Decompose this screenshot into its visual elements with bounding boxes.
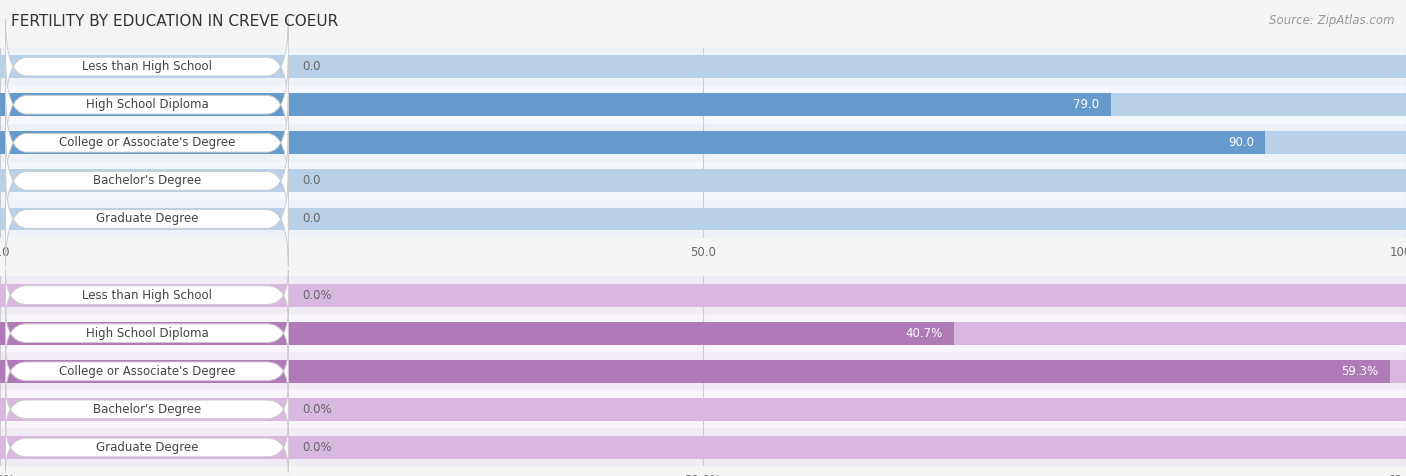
Bar xyxy=(0,284,1406,307)
Bar xyxy=(0,428,1406,466)
Text: Graduate Degree: Graduate Degree xyxy=(96,441,198,454)
Bar xyxy=(0,162,1406,200)
FancyBboxPatch shape xyxy=(6,385,288,434)
Bar xyxy=(0,169,1406,192)
Text: 0.0%: 0.0% xyxy=(302,441,332,454)
Bar xyxy=(0,360,1389,383)
Bar xyxy=(0,48,1406,86)
FancyBboxPatch shape xyxy=(6,423,288,472)
Text: College or Associate's Degree: College or Associate's Degree xyxy=(59,136,235,149)
Bar xyxy=(0,390,1406,428)
Bar xyxy=(0,322,953,345)
Text: 0.0: 0.0 xyxy=(302,212,321,226)
FancyBboxPatch shape xyxy=(6,57,288,152)
FancyBboxPatch shape xyxy=(6,19,288,114)
Bar xyxy=(0,55,1406,78)
Text: Bachelor's Degree: Bachelor's Degree xyxy=(93,174,201,188)
Text: 0.0%: 0.0% xyxy=(302,288,332,302)
Text: 59.3%: 59.3% xyxy=(1341,365,1378,378)
Bar xyxy=(0,93,1111,116)
FancyBboxPatch shape xyxy=(6,95,288,190)
Text: High School Diploma: High School Diploma xyxy=(86,98,208,111)
Bar xyxy=(0,352,1406,390)
FancyBboxPatch shape xyxy=(6,171,288,267)
Bar xyxy=(0,93,1406,116)
Text: FERTILITY BY EDUCATION IN CREVE COEUR: FERTILITY BY EDUCATION IN CREVE COEUR xyxy=(11,14,339,30)
Text: 0.0: 0.0 xyxy=(302,60,321,73)
FancyBboxPatch shape xyxy=(6,133,288,228)
Bar xyxy=(0,314,1406,352)
Text: College or Associate's Degree: College or Associate's Degree xyxy=(59,365,235,378)
Text: Bachelor's Degree: Bachelor's Degree xyxy=(93,403,201,416)
Text: 90.0: 90.0 xyxy=(1229,136,1254,149)
Bar xyxy=(0,276,1406,314)
Text: 79.0: 79.0 xyxy=(1073,98,1099,111)
Bar xyxy=(0,360,1406,383)
Bar xyxy=(0,322,1406,345)
Text: Less than High School: Less than High School xyxy=(82,288,212,302)
Text: Source: ZipAtlas.com: Source: ZipAtlas.com xyxy=(1270,14,1395,27)
Text: Graduate Degree: Graduate Degree xyxy=(96,212,198,226)
Text: 40.7%: 40.7% xyxy=(905,327,942,340)
FancyBboxPatch shape xyxy=(6,308,288,358)
FancyBboxPatch shape xyxy=(6,347,288,396)
Bar xyxy=(0,436,1406,459)
Text: 0.0: 0.0 xyxy=(302,174,321,188)
Text: Less than High School: Less than High School xyxy=(82,60,212,73)
Bar xyxy=(0,398,1406,421)
Bar xyxy=(0,131,1406,154)
Bar xyxy=(0,208,1406,230)
Text: 0.0%: 0.0% xyxy=(302,403,332,416)
Bar xyxy=(0,200,1406,238)
Bar xyxy=(0,124,1406,162)
Bar xyxy=(0,86,1406,124)
Bar xyxy=(0,131,1265,154)
Text: High School Diploma: High School Diploma xyxy=(86,327,208,340)
FancyBboxPatch shape xyxy=(6,270,288,320)
